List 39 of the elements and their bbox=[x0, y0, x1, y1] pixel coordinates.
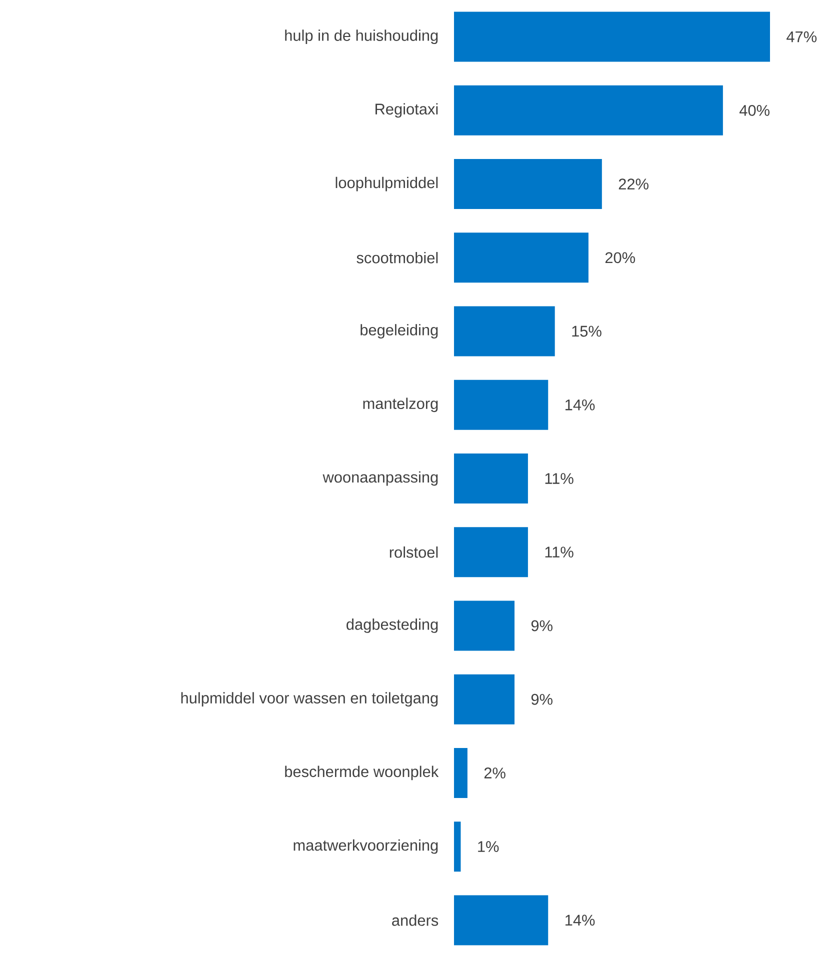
y-tick-label: mantelzorg bbox=[363, 398, 438, 412]
data-label: 47% bbox=[786, 31, 817, 42]
bar bbox=[454, 674, 515, 724]
data-label: 11% bbox=[545, 473, 574, 484]
bar bbox=[454, 159, 602, 210]
data-label: 2% bbox=[484, 768, 506, 778]
bar bbox=[454, 85, 723, 136]
data-label: 9% bbox=[531, 694, 552, 705]
data-label: 40% bbox=[739, 104, 770, 116]
bar bbox=[454, 748, 468, 798]
y-tick-label: woonaanpassing bbox=[322, 471, 438, 486]
y-tick-label: loophulpmiddel bbox=[336, 176, 438, 192]
y-tick-label: anders bbox=[392, 914, 438, 926]
y-tick-label: dagbesteding bbox=[346, 618, 438, 633]
bar bbox=[454, 822, 461, 872]
data-label: 11% bbox=[545, 546, 574, 558]
y-tick-label: hulp in de huishouding bbox=[285, 30, 438, 44]
data-label: 14% bbox=[566, 399, 595, 410]
bar bbox=[454, 232, 588, 283]
bar bbox=[454, 306, 555, 356]
bar bbox=[454, 527, 528, 578]
y-tick-label: Regiotaxi bbox=[376, 103, 438, 118]
data-label: 22% bbox=[618, 178, 648, 190]
data-label: 14% bbox=[566, 914, 595, 926]
y-tick-label: rolstoel bbox=[390, 546, 438, 558]
y-tick-label: beschermde woonplek bbox=[285, 766, 439, 780]
bar bbox=[454, 454, 528, 504]
bar bbox=[454, 12, 770, 62]
y-tick-label: begeleiding bbox=[360, 324, 438, 338]
y-tick-label: maatwerkvoorziening bbox=[294, 839, 438, 854]
data-label: 15% bbox=[572, 326, 602, 337]
y-tick-label: scootmobiel bbox=[356, 252, 438, 264]
data-label: 9% bbox=[531, 620, 552, 632]
bar bbox=[454, 600, 515, 651]
y-tick-label: hulpmiddel voor wassen en toiletgang bbox=[181, 692, 438, 707]
bar bbox=[454, 380, 548, 430]
bar bbox=[454, 895, 548, 946]
data-label: 1% bbox=[478, 841, 499, 852]
data-label: 20% bbox=[605, 252, 636, 264]
